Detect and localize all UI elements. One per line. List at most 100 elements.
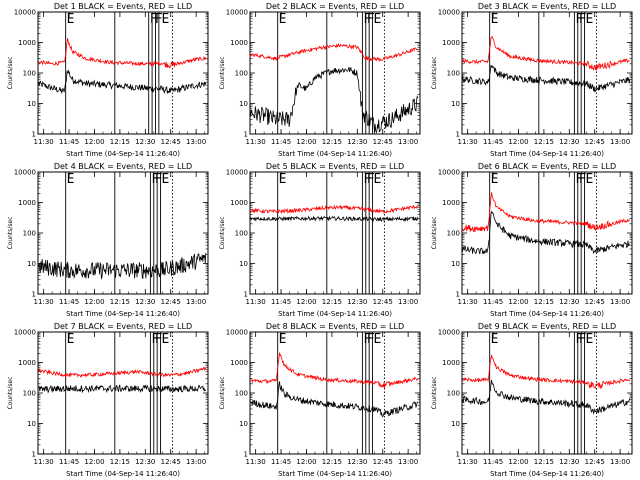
events-series-line [462, 379, 631, 415]
x-tick-label: 12:45 [373, 138, 393, 146]
y-tick-label: 100 [447, 230, 460, 238]
x-tick-label: 12:45 [585, 138, 605, 146]
y-axis-label: Counts/sec [7, 216, 14, 249]
x-axis-label: Start Time (04-Sep-14 11:26:40) [66, 310, 180, 318]
x-tick-label: 11:30 [246, 298, 266, 306]
plot-frame [461, 331, 633, 455]
event-marker-f: F [367, 172, 375, 187]
y-tick-label: 10000 [226, 9, 248, 17]
y-axis-label: Counts/sec [7, 376, 14, 409]
x-tick-label: 11:30 [458, 458, 478, 466]
y-tick-label: 1000 [442, 39, 460, 47]
event-marker-e: E [586, 172, 594, 187]
detector-panel-5: Det 5 BLACK = Events, RED = LLD Counts/se… [219, 162, 421, 318]
x-tick-label: 12:00 [508, 458, 528, 466]
event-marker-f: F [151, 332, 159, 347]
y-axis-label: Counts/sec [431, 376, 438, 409]
event-marker-e: E [374, 12, 382, 27]
y-tick-label: 10000 [438, 329, 460, 337]
panel-title: Det 1 BLACK = Events, RED = LLD [54, 2, 192, 11]
detector-panel-3: Det 3 BLACK = Events, RED = LLD Counts/se… [431, 2, 633, 158]
detector-panel-9: Det 9 BLACK = Events, RED = LLD Counts/se… [431, 322, 633, 478]
event-marker-f: F [579, 172, 587, 187]
y-axis-label: Counts/sec [219, 56, 226, 89]
x-tick-label: 13:00 [186, 458, 206, 466]
x-tick-label: 12:45 [585, 298, 605, 306]
y-tick-label: 100 [235, 390, 248, 398]
event-marker-f: F [155, 172, 163, 187]
event-marker-e: E [491, 172, 499, 187]
event-marker-f: F [575, 12, 583, 27]
x-axis-label: Start Time (04-Sep-14 11:26:40) [490, 150, 604, 158]
x-tick-label: 11:30 [34, 458, 54, 466]
panel-title: Det 7 BLACK = Events, RED = LLD [54, 322, 192, 331]
event-marker-f: F [363, 332, 371, 347]
x-axis-label: Start Time (04-Sep-14 11:26:40) [278, 470, 392, 478]
detector-panel-8: Det 8 BLACK = Events, RED = LLD Counts/se… [219, 322, 421, 478]
y-tick-label: 100 [23, 390, 36, 398]
x-tick-label: 12:30 [135, 298, 155, 306]
x-tick-label: 11:45 [59, 138, 79, 146]
event-marker-f: F [367, 332, 375, 347]
y-tick-label: 10000 [226, 169, 248, 177]
x-tick-label: 12:30 [559, 138, 579, 146]
x-tick-label: 12:15 [534, 298, 554, 306]
y-axis-label: Counts/sec [431, 216, 438, 249]
event-marker-e: E [586, 12, 594, 27]
event-marker-f: F [575, 332, 583, 347]
y-tick-label: 100 [23, 230, 36, 238]
lld-series-line [38, 38, 207, 69]
y-tick-label: 10 [451, 260, 460, 268]
x-tick-label: 13:00 [610, 458, 630, 466]
x-tick-label: 12:30 [559, 298, 579, 306]
x-tick-label: 11:30 [34, 138, 54, 146]
y-tick-label: 1 [456, 451, 460, 459]
y-tick-label: 10 [27, 100, 36, 108]
x-tick-label: 12:45 [373, 298, 393, 306]
x-tick-label: 11:45 [271, 298, 291, 306]
detector-panel-2: Det 2 BLACK = Events, RED = LLD Counts/se… [219, 2, 421, 158]
x-tick-label: 11:45 [483, 138, 503, 146]
event-marker-e: E [67, 12, 75, 27]
x-tick-label: 13:00 [398, 298, 418, 306]
panel-title: Det 9 BLACK = Events, RED = LLD [478, 322, 616, 331]
x-axis-label: Start Time (04-Sep-14 11:26:40) [490, 470, 604, 478]
x-tick-label: 12:15 [534, 458, 554, 466]
plot-frame [461, 11, 633, 135]
x-tick-label: 13:00 [610, 138, 630, 146]
detector-panel-4: Det 4 BLACK = Events, RED = LLD Counts/se… [7, 162, 209, 318]
panel-title: Det 2 BLACK = Events, RED = LLD [266, 2, 404, 11]
y-tick-label: 1000 [230, 199, 248, 207]
x-tick-label: 12:45 [373, 458, 393, 466]
y-axis-label: Counts/sec [219, 376, 226, 409]
event-marker-e: E [374, 332, 382, 347]
x-axis-label: Start Time (04-Sep-14 11:26:40) [490, 310, 604, 318]
y-tick-label: 1000 [18, 39, 36, 47]
x-tick-label: 12:00 [296, 458, 316, 466]
x-tick-label: 12:15 [322, 298, 342, 306]
event-marker-f: F [367, 12, 375, 27]
x-tick-label: 12:00 [296, 138, 316, 146]
event-marker-e: E [491, 12, 499, 27]
event-marker-e: E [491, 332, 499, 347]
x-axis-label: Start Time (04-Sep-14 11:26:40) [278, 310, 392, 318]
x-tick-label: 12:00 [84, 458, 104, 466]
x-tick-label: 11:45 [271, 458, 291, 466]
x-tick-label: 11:30 [458, 298, 478, 306]
x-tick-label: 12:30 [347, 298, 367, 306]
x-tick-label: 12:45 [161, 138, 181, 146]
lld-series-line [462, 354, 631, 390]
events-series-line [462, 64, 631, 93]
lld-series-line [462, 192, 631, 232]
y-tick-label: 1 [456, 291, 460, 299]
x-tick-label: 13:00 [398, 458, 418, 466]
y-tick-label: 1000 [230, 359, 248, 367]
plot-frame [249, 331, 421, 455]
x-tick-label: 12:45 [161, 298, 181, 306]
lld-series-line [250, 204, 419, 215]
lld-series-line [250, 352, 419, 389]
event-marker-e: E [374, 172, 382, 187]
events-series-line [38, 69, 207, 94]
y-tick-label: 1000 [442, 199, 460, 207]
y-axis-label: Counts/sec [431, 56, 438, 89]
